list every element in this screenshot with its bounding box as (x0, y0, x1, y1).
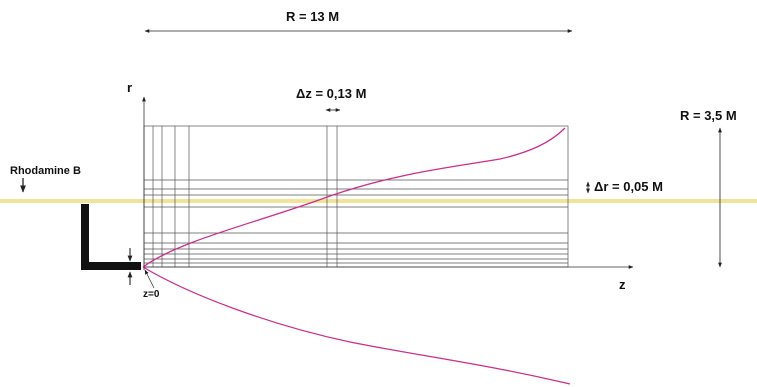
dz-label: Δz = 0,13 M (296, 86, 367, 101)
tracer-label: Rhodamine B (10, 165, 81, 177)
dr-label: Δr = 0,05 M (594, 179, 663, 194)
computational-grid (143, 125, 569, 268)
outfall-pipe-vertical (81, 204, 89, 269)
water-surface-line (0, 199, 757, 203)
r-axis-label: r (127, 80, 133, 95)
z-axis-label: z (619, 277, 626, 292)
plume-lower-boundary (142, 266, 571, 385)
plume-upper-boundary (142, 127, 566, 268)
right-extent-label: R = 3,5 M (680, 108, 737, 123)
origin-label: z=0 (143, 289, 160, 300)
outfall-pipe-horizontal (81, 262, 141, 270)
origin-pointer (144, 269, 155, 289)
domain-length-label: R = 13 M (286, 9, 340, 24)
